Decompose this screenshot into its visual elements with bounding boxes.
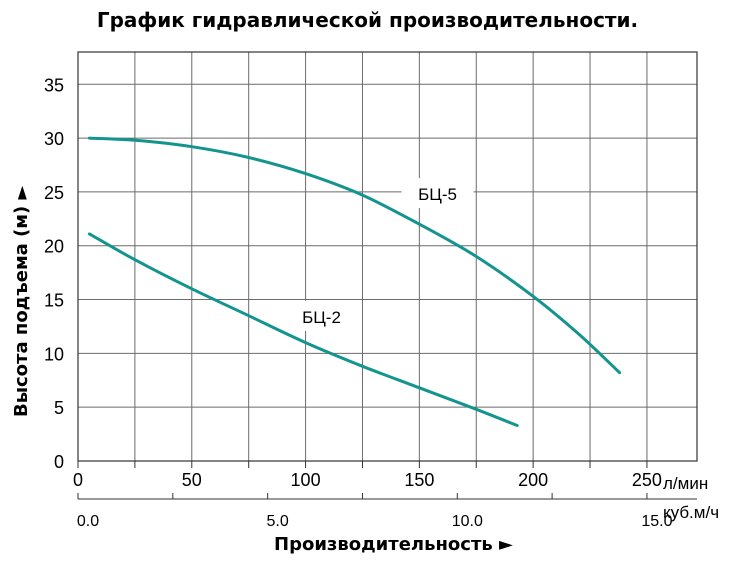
y-tick-label: 35	[44, 75, 64, 95]
series-labels: БЦ-5 БЦ-2	[285, 178, 474, 331]
y-tick-label: 10	[44, 344, 64, 364]
x-tick-label: 50	[182, 470, 202, 490]
grid	[78, 52, 697, 461]
series-label: БЦ-2	[302, 308, 341, 327]
x-tick-label: 250	[632, 470, 662, 490]
y-tick-label: 25	[44, 183, 64, 203]
x-tick-label: 150	[404, 470, 434, 490]
x-secondary-axis-unit: куб.м/ч	[663, 503, 719, 522]
x-tick-label: 0	[73, 470, 83, 490]
series-lines	[87, 136, 622, 427]
plot-frame	[77, 51, 698, 462]
x-axis-unit: л/мин	[663, 474, 708, 493]
x-tick-label: 100	[291, 470, 321, 490]
x-secondary-tick-label: 0.0	[77, 513, 99, 530]
y-tick-label: 0	[54, 452, 64, 472]
series-label-background	[401, 178, 474, 209]
y-tick-label: 30	[44, 129, 64, 149]
x-tick-label: 200	[518, 470, 548, 490]
series-line-bc5	[87, 136, 622, 375]
tick-labels: 0 5 10 15 20 25 30 35 0 50 100 150 200 250 0.0 5.0 10.0 1…	[44, 75, 673, 530]
series-label: БЦ-5	[418, 185, 457, 204]
axes	[77, 51, 698, 500]
y-axis-title: Высота подъема (м) ►	[11, 185, 32, 417]
x-secondary-tick-label: 15.0	[641, 513, 672, 530]
x-axis-title: Производительность ►	[274, 534, 513, 555]
x-secondary-tick-label: 10.0	[452, 513, 483, 530]
chart-title: График гидравлической производительности…	[96, 8, 639, 32]
y-tick-label: 5	[54, 398, 64, 418]
y-tick-label: 15	[44, 291, 64, 311]
series-line-bc2	[87, 232, 519, 427]
x-secondary-tick-label: 5.0	[267, 513, 289, 530]
series-label-background	[285, 300, 358, 331]
y-tick-label: 20	[44, 237, 64, 257]
